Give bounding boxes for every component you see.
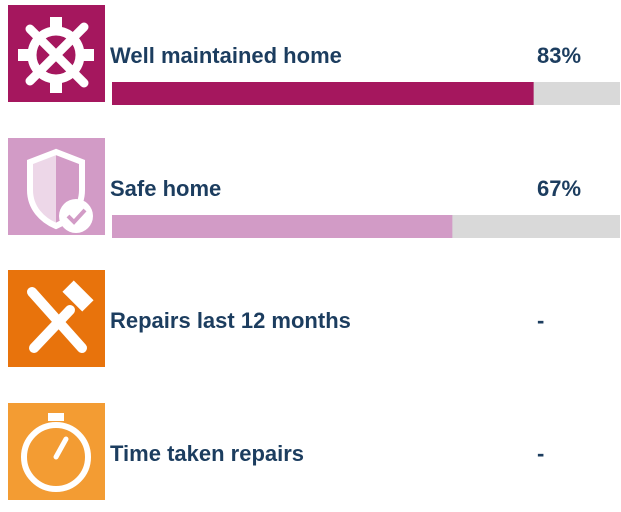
item-value: -: [537, 308, 544, 333]
item-value: 67%: [537, 176, 581, 201]
safety-icon: [27, 148, 93, 233]
item-label: Well maintained home: [110, 43, 342, 68]
maintenance-icon: [18, 17, 94, 93]
repairs-icon: [27, 280, 94, 353]
item-label: Time taken repairs: [110, 441, 304, 466]
item-label: Repairs last 12 months: [110, 308, 351, 333]
item-value: -: [537, 441, 544, 466]
bar: [112, 82, 534, 105]
item-value: 83%: [537, 43, 581, 68]
item-label: Safe home: [110, 176, 221, 201]
bar: [112, 215, 453, 238]
timer-icon: [21, 413, 91, 492]
